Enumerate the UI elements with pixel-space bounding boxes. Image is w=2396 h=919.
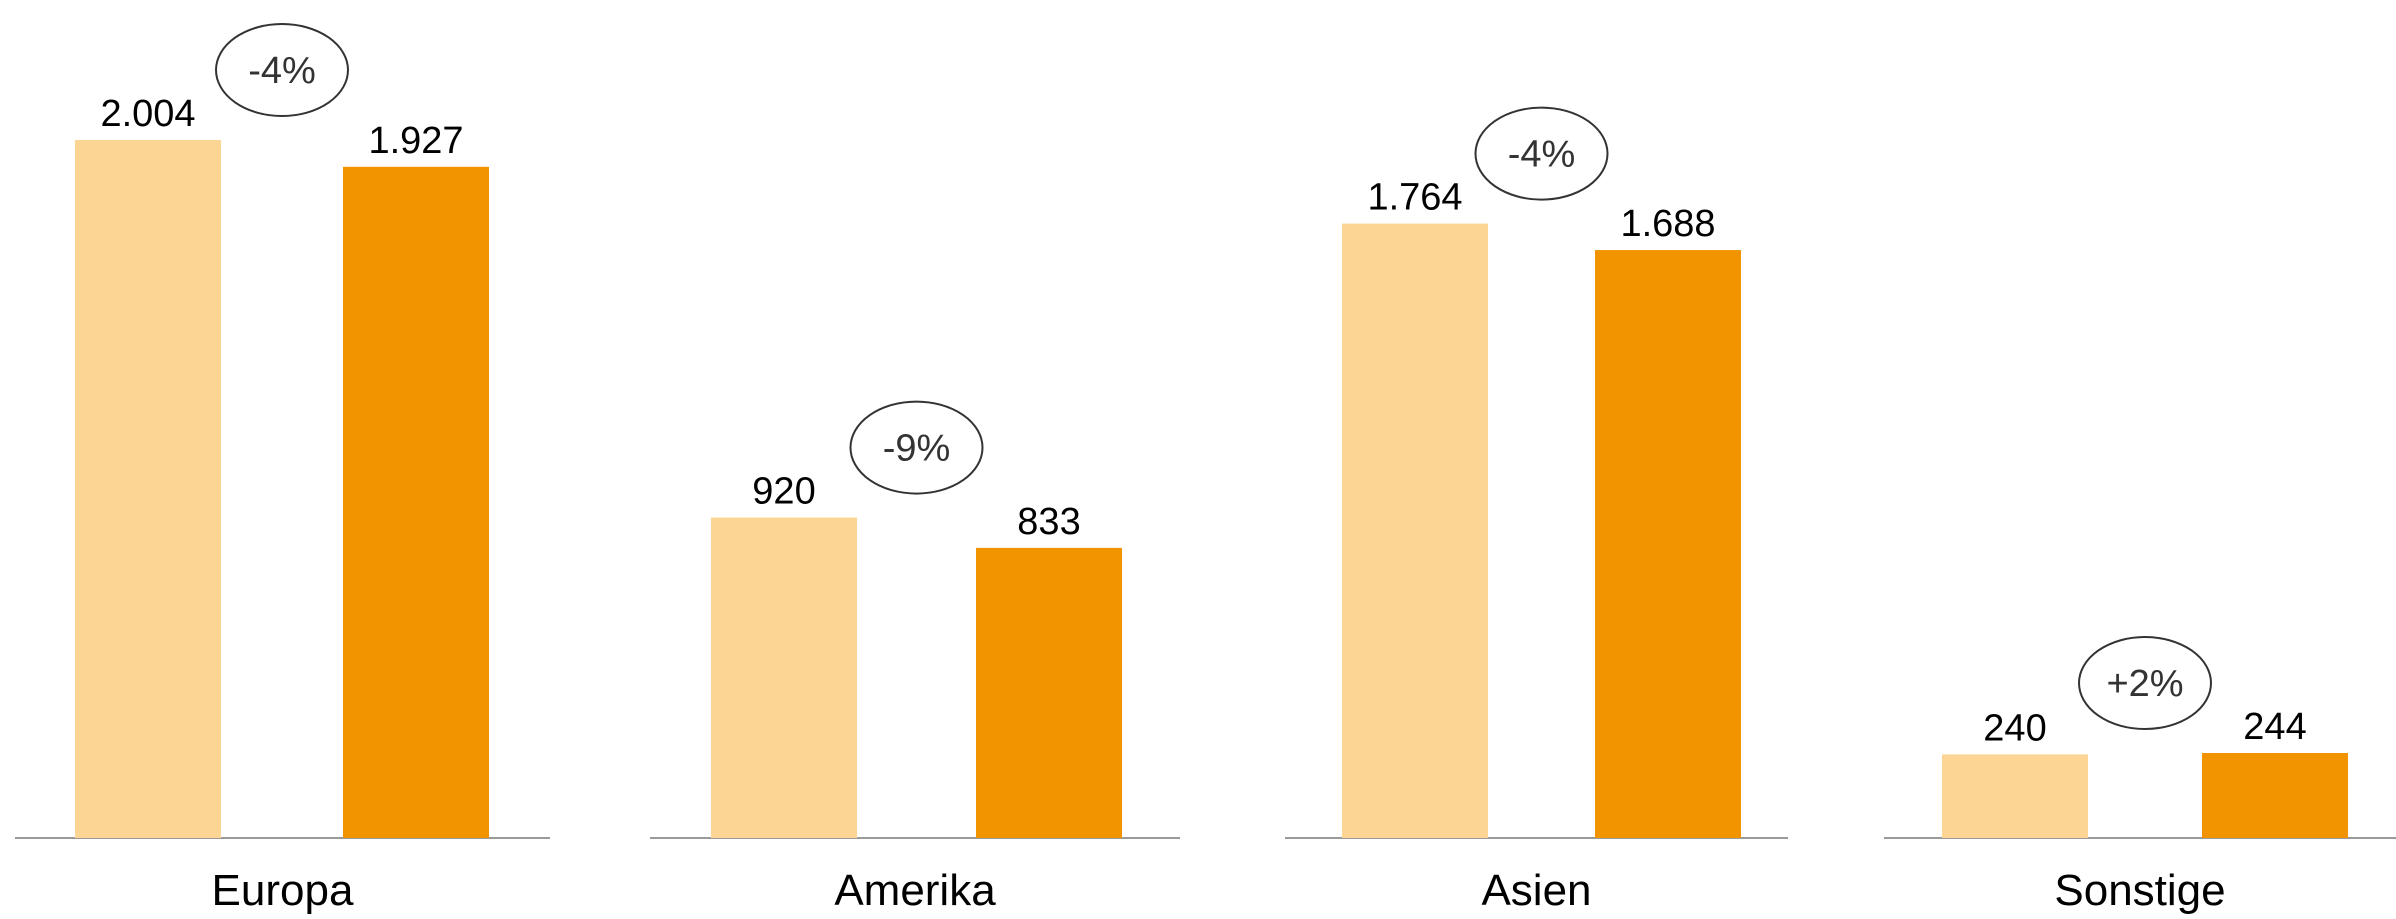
value-label-sonstige-series2: 244 xyxy=(2243,706,2306,748)
bar-amerika-series2 xyxy=(976,547,1122,838)
category-label-sonstige: Sonstige xyxy=(2054,866,2225,915)
value-label-amerika-series2: 833 xyxy=(1017,501,1080,543)
bar-asien-series2 xyxy=(1595,250,1741,839)
change-label-asien: -4% xyxy=(1508,134,1576,176)
bar-europa-series2 xyxy=(343,166,489,838)
value-label-europa-series2: 1.927 xyxy=(368,120,463,162)
change-ellipse-europa xyxy=(215,23,349,118)
bar-sonstige-series2 xyxy=(2202,753,2348,838)
value-label-sonstige-series1: 240 xyxy=(1983,707,2046,749)
value-label-amerika-series1: 920 xyxy=(752,471,815,513)
category-label-europa: Europa xyxy=(212,866,354,915)
value-label-asien-series1: 1.764 xyxy=(1367,177,1462,219)
bar-amerika-series1 xyxy=(711,517,857,838)
category-label-amerika: Amerika xyxy=(834,866,996,915)
bar-asien-series1 xyxy=(1342,223,1488,838)
category-label-asien: Asien xyxy=(1481,866,1591,915)
change-label-sonstige: +2% xyxy=(2106,663,2183,705)
bar-sonstige-series1 xyxy=(1942,754,2088,838)
value-label-europa-series1: 2.004 xyxy=(100,93,195,135)
value-label-asien-series2: 1.688 xyxy=(1620,203,1715,245)
change-ellipse-amerika xyxy=(849,400,984,495)
change-ellipse-asien xyxy=(1474,106,1609,201)
change-label-amerika: -9% xyxy=(883,428,951,470)
change-label-europa: -4% xyxy=(248,50,316,92)
bar-europa-series1 xyxy=(75,140,221,838)
change-ellipse-sonstige xyxy=(2078,636,2212,731)
